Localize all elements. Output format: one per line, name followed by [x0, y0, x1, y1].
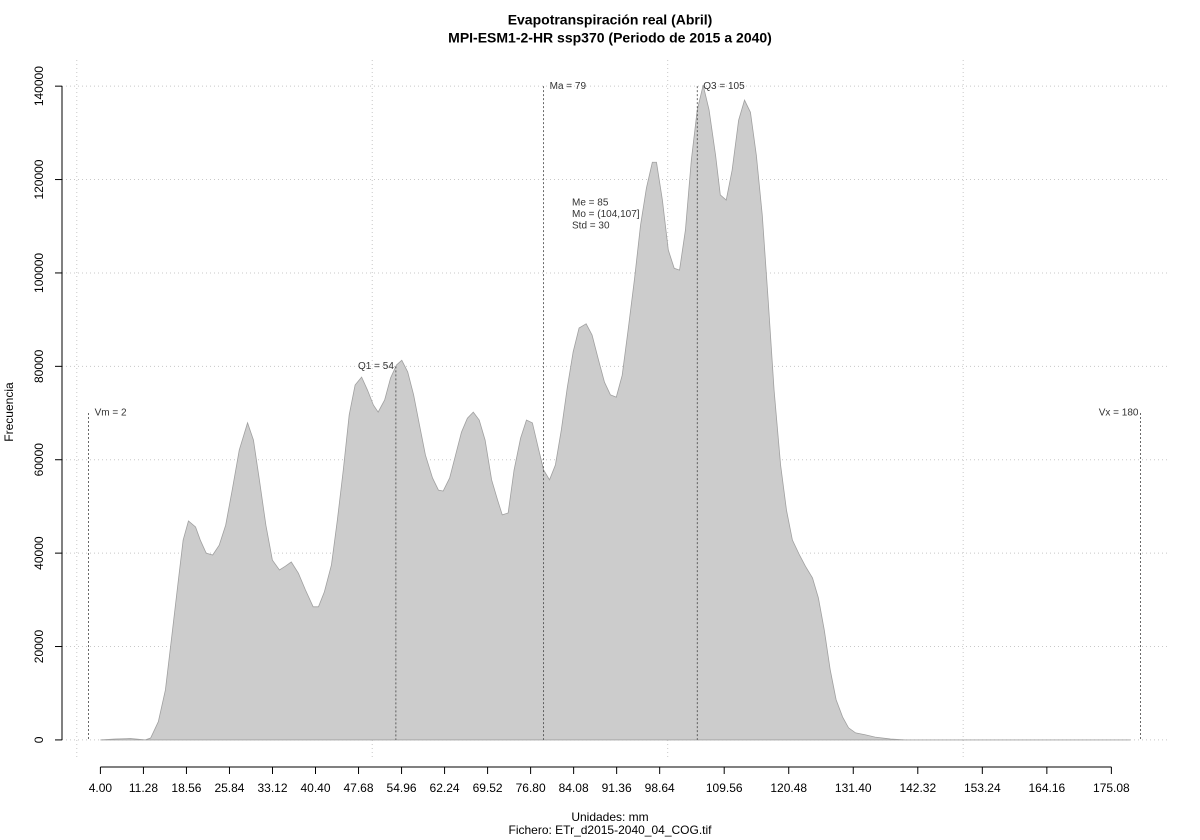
x-axis-label: Unidades: mm — [571, 810, 648, 824]
stat-label: Mo = (104,107] — [572, 209, 640, 220]
y-tick-label: 40000 — [32, 536, 46, 570]
y-tick-label: 0 — [32, 736, 46, 743]
chart-title: Evapotranspiración real (Abril) — [508, 12, 713, 28]
x-tick-label: 98.64 — [645, 781, 675, 795]
y-tick-label: 20000 — [32, 630, 46, 664]
x-tick-label: 62.24 — [430, 781, 460, 795]
y-tick-label: 120000 — [32, 159, 46, 199]
marker-label: Q1 = 54 — [358, 361, 394, 372]
footnote: Fichero: ETr_d2015-2040_04_COG.tif — [509, 823, 713, 837]
y-tick-label: 80000 — [32, 349, 46, 383]
x-tick-label: 18.56 — [171, 781, 201, 795]
x-tick-label: 142.32 — [899, 781, 936, 795]
x-tick-label: 175.08 — [1093, 781, 1130, 795]
y-tick-label: 60000 — [32, 443, 46, 477]
marker-label: Vx = 180 — [1099, 408, 1139, 419]
y-axis-label: Frecuencia — [2, 382, 16, 442]
x-tick-label: 120.48 — [770, 781, 807, 795]
x-tick-label: 109.56 — [706, 781, 743, 795]
chart-subtitle: MPI-ESM1-2-HR ssp370 (Periodo de 2015 a … — [448, 30, 772, 46]
area — [100, 85, 1131, 741]
x-tick-label: 25.84 — [214, 781, 244, 795]
x-tick-label: 11.28 — [129, 781, 158, 795]
x-tick-label: 84.08 — [559, 781, 589, 795]
y-tick-label: 140000 — [32, 66, 46, 106]
x-tick-label: 91.36 — [602, 781, 632, 795]
marker-label: Ma = 79 — [550, 81, 587, 92]
x-tick-label: 69.52 — [473, 781, 503, 795]
x-tick-label: 33.12 — [257, 781, 287, 795]
x-tick-label: 54.96 — [387, 781, 417, 795]
x-tick-label: 40.40 — [300, 781, 330, 795]
y-tick-label: 100000 — [32, 253, 46, 293]
stat-label: Std = 30 — [572, 221, 610, 232]
x-tick-label: 153.24 — [964, 781, 1001, 795]
marker-label: Q3 = 105 — [703, 81, 745, 92]
marker-label: Vm = 2 — [95, 408, 127, 419]
x-tick-label: 4.00 — [89, 781, 113, 795]
stat-label: Me = 85 — [572, 198, 609, 209]
x-tick-label: 76.80 — [516, 781, 546, 795]
x-tick-label: 47.68 — [344, 781, 374, 795]
x-tick-label: 131.40 — [835, 781, 872, 795]
x-tick-label: 164.16 — [1028, 781, 1065, 795]
